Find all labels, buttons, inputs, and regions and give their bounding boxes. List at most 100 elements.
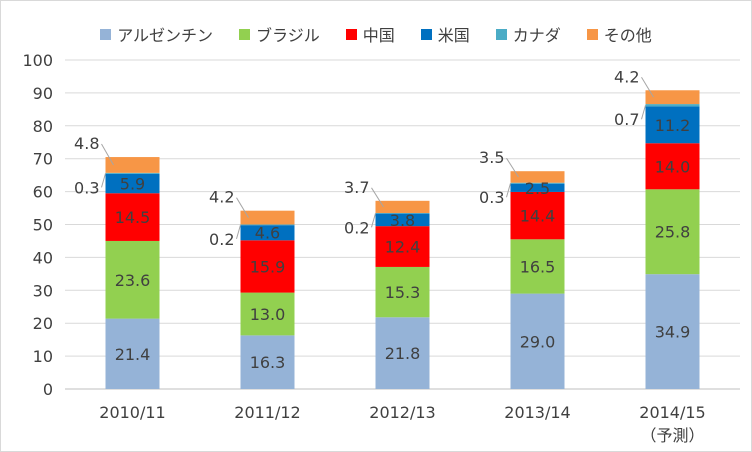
legend-item-1: ブラジル	[239, 22, 320, 46]
leader-line-4-4	[641, 105, 646, 120]
y-tick-label-100: 100	[22, 51, 53, 70]
legend-item-0: アルゼンチン	[100, 22, 213, 46]
bar-5-1	[240, 210, 295, 225]
bar-5-2	[375, 200, 430, 213]
data-label-0-1: 16.3	[250, 353, 286, 372]
legend-label-1: ブラジル	[256, 26, 320, 45]
data-label-5-2: 3.7	[344, 178, 369, 197]
x-tick-label-2: 2012/13	[369, 403, 435, 422]
bar-1-0	[105, 240, 160, 319]
leader-line-5-0	[101, 143, 114, 166]
legend-swatch-1	[239, 28, 251, 40]
legend: アルゼンチン ブラジル 中国 米国 カナダ その他	[0, 22, 752, 46]
bar-4-2	[375, 212, 430, 214]
y-tick-label-50: 50	[33, 216, 53, 235]
leader-line-5-4	[641, 77, 654, 98]
data-label-2-3: 14.4	[520, 207, 556, 226]
bar-2-0	[105, 193, 160, 241]
data-label-1-3: 16.5	[520, 257, 556, 276]
bar-1-3	[510, 239, 565, 294]
leader-line-4-3	[506, 183, 511, 198]
data-label-5-3: 3.5	[479, 148, 504, 167]
data-label-0-3: 29.0	[520, 332, 556, 351]
legend-item-3: 米国	[420, 22, 470, 46]
bar-4-1	[240, 224, 295, 226]
legend-label-5: その他	[603, 26, 652, 45]
legend-label-2: 中国	[362, 26, 395, 45]
bar-3-2	[375, 213, 430, 227]
data-label-5-4: 4.2	[614, 67, 639, 86]
bar-0-3	[510, 293, 565, 389]
legend-label-3: 米国	[437, 26, 470, 45]
data-label-0-2: 21.8	[385, 344, 421, 363]
data-label-4-0: 0.3	[74, 178, 99, 197]
x-tick-label-3: 2013/14	[504, 403, 570, 422]
x-tick-label-1: 2011/12	[234, 403, 300, 422]
leader-line-4-1	[236, 224, 241, 239]
data-label-1-4: 25.8	[655, 223, 691, 242]
data-label-5-1: 4.2	[209, 188, 234, 207]
y-tick-label-0: 0	[43, 380, 53, 399]
data-label-2-1: 15.9	[250, 257, 286, 276]
bar-3-0	[105, 173, 160, 194]
legend-label-0: アルゼンチン	[117, 26, 214, 45]
bar-0-4	[645, 274, 700, 389]
data-label-5-0: 4.8	[74, 134, 99, 153]
bar-5-3	[510, 171, 565, 183]
data-label-3-2: 3.8	[390, 211, 415, 230]
data-label-3-3: 2.5	[525, 179, 550, 198]
data-label-1-0: 23.6	[115, 271, 151, 290]
bar-1-2	[375, 266, 430, 318]
y-tick-label-70: 70	[33, 150, 53, 169]
data-label-4-1: 0.2	[209, 230, 234, 249]
legend-item-4: カナダ	[495, 22, 561, 46]
data-label-3-4: 11.2	[655, 116, 691, 135]
legend-swatch-4	[495, 28, 507, 40]
bar-3-1	[240, 225, 295, 241]
x-tick-sublabel-4: （予測）	[640, 426, 704, 445]
bar-4-0	[105, 172, 160, 174]
data-label-0-4: 34.9	[655, 323, 691, 342]
y-tick-label-60: 60	[33, 183, 53, 202]
bar-0-2	[375, 317, 430, 389]
legend-item-2: 中国	[345, 22, 395, 46]
bar-3-4	[645, 106, 700, 144]
bar-4-4	[645, 104, 700, 107]
data-label-3-0: 5.9	[120, 175, 145, 194]
legend-swatch-3	[420, 28, 432, 40]
legend-swatch-2	[345, 28, 357, 40]
bar-2-4	[645, 143, 700, 190]
bar-5-4	[645, 90, 700, 105]
y-tick-label-20: 20	[33, 314, 53, 333]
x-tick-label-4: 2014/15	[639, 403, 705, 422]
data-label-4-4: 0.7	[614, 110, 639, 129]
bar-3-3	[510, 183, 565, 192]
bar-0-0	[105, 318, 160, 389]
bar-1-1	[240, 292, 295, 336]
legend-swatch-5	[586, 28, 598, 40]
leader-line-4-0	[101, 173, 106, 188]
y-tick-label-80: 80	[33, 117, 53, 136]
bar-4-3	[510, 182, 565, 184]
legend-swatch-0	[100, 28, 112, 40]
y-tick-label-90: 90	[33, 84, 53, 103]
data-label-2-2: 12.4	[385, 238, 421, 257]
data-label-1-2: 15.3	[385, 283, 421, 302]
legend-item-5: その他	[586, 22, 652, 46]
data-label-4-2: 0.2	[344, 218, 369, 237]
data-label-1-1: 13.0	[250, 305, 286, 324]
bar-2-2	[375, 226, 430, 267]
y-tick-label-40: 40	[33, 248, 53, 267]
leader-line-4-2	[371, 213, 376, 228]
y-tick-label-30: 30	[33, 281, 53, 300]
bar-2-1	[240, 240, 295, 293]
data-label-0-0: 21.4	[115, 345, 151, 364]
leader-line-5-2	[371, 187, 384, 208]
bar-1-4	[645, 189, 700, 275]
bar-5-0	[105, 157, 160, 173]
legend-label-4: カナダ	[512, 26, 561, 45]
data-label-3-1: 4.6	[255, 224, 280, 243]
leader-line-5-3	[506, 157, 519, 178]
data-label-4-3: 0.3	[479, 188, 504, 207]
